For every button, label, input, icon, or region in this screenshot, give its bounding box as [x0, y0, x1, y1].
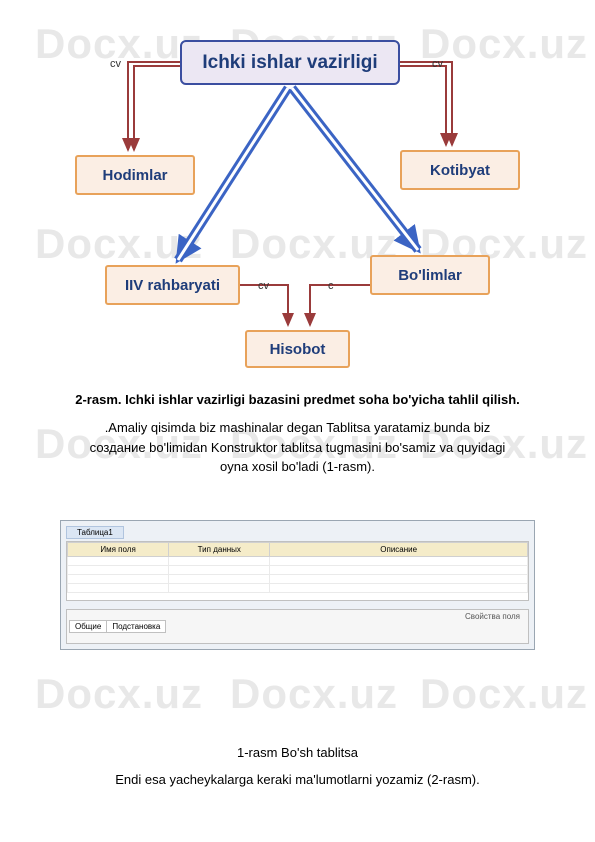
- node-hisobot: Hisobot: [245, 330, 350, 368]
- access-screenshot: Таблица1 Имя поля Тип данных Описание Св…: [60, 520, 535, 650]
- column-header-desc: Описание: [270, 543, 528, 557]
- node-iiv-label: IIV rahbaryati: [125, 277, 220, 294]
- edge-label: cv: [432, 58, 443, 70]
- edge-label: cv: [110, 58, 121, 70]
- body-paragraph-1: .Amaliy qisimda biz mashinalar degan Tab…: [75, 418, 520, 477]
- body-paragraph-2: Endi esa yacheykalarga keraki ma'lumotla…: [75, 770, 520, 790]
- column-header-type: Тип данных: [169, 543, 270, 557]
- table-designer-grid: Имя поля Тип данных Описание: [66, 541, 529, 601]
- column-header-name: Имя поля: [68, 543, 169, 557]
- flowchart: Ichki ishlar vazirligi Hodimlar Kotibyat…: [0, 0, 595, 380]
- figure-1-caption: 1-rasm Bo'sh tablitsa: [0, 745, 595, 760]
- node-hisobot-label: Hisobot: [270, 341, 326, 358]
- field-properties-label: Свойства поля: [465, 612, 520, 621]
- watermark: Docx.uz: [230, 670, 398, 718]
- node-hodimlar-label: Hodimlar: [102, 167, 167, 184]
- props-tab-general: Общие: [69, 620, 107, 633]
- table-tab: Таблица1: [66, 526, 124, 539]
- node-bolimlar: Bo'limlar: [370, 255, 490, 295]
- field-properties-tabs: ОбщиеПодстановка: [69, 622, 165, 631]
- edge-label: cv: [258, 280, 269, 292]
- node-bolimlar-label: Bo'limlar: [398, 267, 462, 284]
- figure-2-caption: 2-rasm. Ichki ishlar vazirligi bazasini …: [0, 392, 595, 407]
- node-hodimlar: Hodimlar: [75, 155, 195, 195]
- node-root-label: Ichki ishlar vazirligi: [202, 52, 377, 74]
- node-iiv-rahbaryati: IIV rahbaryati: [105, 265, 240, 305]
- node-kotibyat: Kotibyat: [400, 150, 520, 190]
- edge-label: c: [328, 280, 334, 292]
- props-tab-lookup: Подстановка: [106, 620, 166, 633]
- watermark: Docx.uz: [420, 670, 588, 718]
- node-root: Ichki ishlar vazirligi: [180, 40, 400, 85]
- field-properties-pane: Свойства поля ОбщиеПодстановка: [66, 609, 529, 644]
- watermark: Docx.uz: [35, 670, 203, 718]
- node-kotibyat-label: Kotibyat: [430, 162, 490, 179]
